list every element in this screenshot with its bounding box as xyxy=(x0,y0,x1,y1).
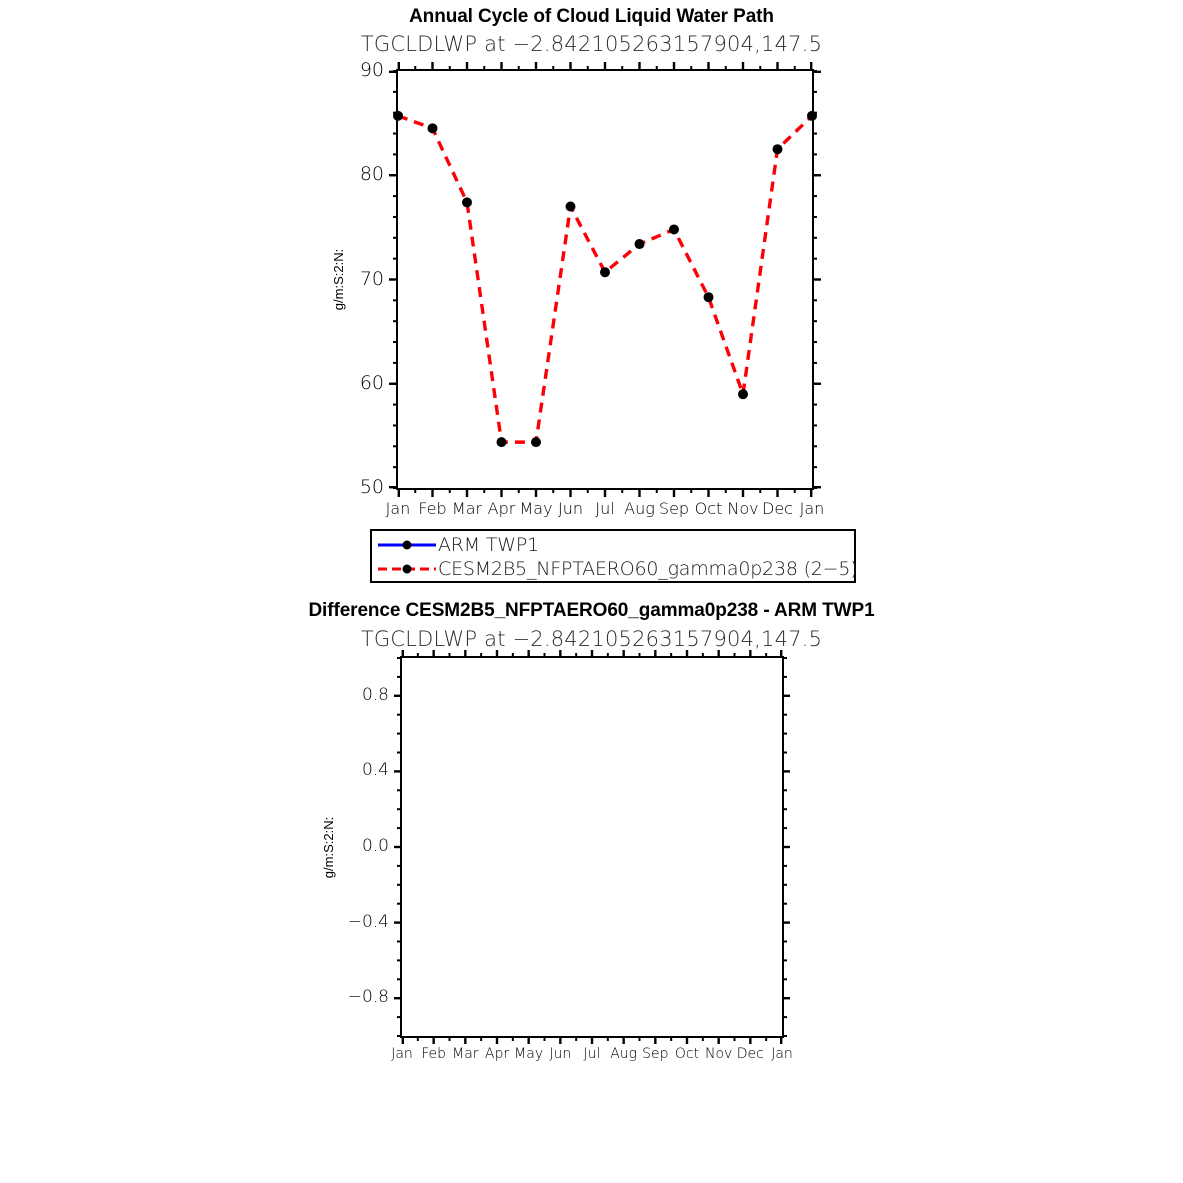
xtick-label: Jan xyxy=(385,499,411,518)
ytick-label: −0.4 xyxy=(347,911,389,932)
xtick-label: Feb xyxy=(421,1046,447,1062)
ytick-label: 60 xyxy=(359,371,384,394)
ytick-label: 50 xyxy=(359,476,384,498)
xtick-label: Nov xyxy=(704,1046,733,1062)
xtick-label: Sep xyxy=(658,499,690,518)
xtick-label: Dec xyxy=(762,499,793,518)
xtick-label: Nov xyxy=(727,499,759,518)
xtick-label: Dec xyxy=(736,1046,764,1062)
xtick-label: Jan xyxy=(771,1046,793,1062)
xtick-label: Apr xyxy=(487,499,516,518)
xtick-label: Sep xyxy=(642,1046,669,1062)
xtick-label: Jan xyxy=(799,499,825,518)
xtick-label: Oct xyxy=(674,1046,700,1062)
xtick-label: Jan xyxy=(391,1046,413,1062)
xtick-label: Feb xyxy=(418,499,447,518)
xtick-label: Aug xyxy=(610,1046,638,1062)
ytick-label: −0.8 xyxy=(347,987,389,1008)
legend: ARM TWP1 CESM2B5_NFPTAERO60_gamma0p238 (… xyxy=(370,529,858,583)
xtick-label: May xyxy=(519,499,553,518)
bottom-plot-title: Difference CESM2B5_NFPTAERO60_gamma0p238… xyxy=(308,600,875,621)
xtick-label: Jul xyxy=(595,499,615,518)
ytick-label: 90 xyxy=(359,59,384,81)
bottom-plot-canvas xyxy=(394,650,790,1044)
xtick-label: Mar xyxy=(451,499,483,518)
legend-line-sample-solid xyxy=(376,535,438,555)
ytick-label: 80 xyxy=(359,163,384,186)
legend-label-arm: ARM TWP1 xyxy=(438,533,539,556)
xtick-label: Mar xyxy=(452,1046,479,1062)
ytick-label: 0.4 xyxy=(361,760,389,781)
top-plot-canvas xyxy=(389,62,821,497)
ytick-label: 0.8 xyxy=(361,684,389,705)
top-plot-title: Annual Cycle of Cloud Liquid Water Path xyxy=(409,6,774,27)
xtick-label: Jul xyxy=(583,1046,601,1062)
bottom-plot-subtitle: TGCLDLWP at −2.842105263157904,147.5 xyxy=(360,627,823,651)
xtick-label: Oct xyxy=(694,499,723,518)
xtick-label: Aug xyxy=(624,499,655,518)
bottom-plot-area xyxy=(394,650,790,1044)
ytick-label: 70 xyxy=(359,267,384,290)
xtick-label: May xyxy=(514,1046,544,1062)
xtick-label: Apr xyxy=(484,1046,510,1062)
legend-entry-arm: ARM TWP1 xyxy=(376,532,539,557)
ytick-label: 0.0 xyxy=(361,836,389,856)
legend-entry-cesm: CESM2B5_NFPTAERO60_gamma0p238 (2−5) xyxy=(376,556,858,581)
legend-label-cesm: CESM2B5_NFPTAERO60_gamma0p238 (2−5) xyxy=(438,557,858,580)
top-plot-subtitle: TGCLDLWP at −2.842105263157904,147.5 xyxy=(360,32,823,56)
legend-line-sample-dashed xyxy=(376,559,438,579)
xtick-label: Jun xyxy=(558,499,583,518)
top-plot-area xyxy=(389,62,821,497)
xtick-label: Jun xyxy=(549,1046,572,1062)
